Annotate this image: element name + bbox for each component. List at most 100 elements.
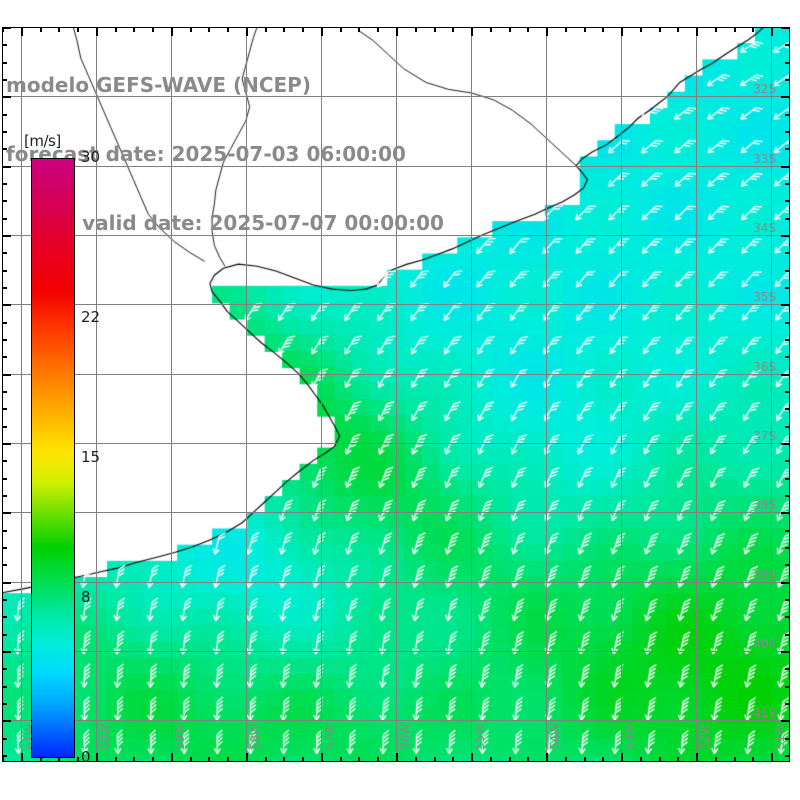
latitude-label: 40S [753,637,776,652]
latitude-label: 37S [753,429,776,444]
latitude-label: 41S [753,706,776,721]
x-axis-tick-top [208,27,210,32]
x-axis-tick-top [265,27,267,32]
graticule-parallel [2,374,790,375]
y-axis-tick [785,478,790,480]
y-axis-tick-left [2,512,11,514]
latitude-label: 39S [753,567,776,582]
x-axis-tick-top [640,27,642,32]
x-axis-tick-top [471,27,473,36]
y-axis-tick [785,599,790,601]
latitude-label: 36S [753,359,776,374]
y-axis-tick [785,616,790,618]
y-axis-tick [781,443,790,445]
y-axis-tick [785,634,790,636]
y-axis-tick-left [2,218,7,220]
y-axis-tick [781,651,790,653]
graticule-parallel [2,235,790,236]
x-axis-tick [415,757,417,762]
y-axis-tick [785,218,790,220]
y-axis-tick-left [2,564,7,566]
colorbar-tick-label: 15 [81,448,101,466]
y-axis-tick-left [2,252,7,254]
latitude-label: 32S [753,82,776,97]
y-axis-tick-left [2,374,11,376]
colorbar-tick-label: 22 [81,308,101,326]
x-axis-tick-top [396,27,398,36]
x-axis-tick [377,757,379,762]
y-axis-tick-left [2,408,7,410]
x-axis-tick-top [152,27,154,32]
longitude-label: 58W [247,724,262,750]
x-axis-tick [546,753,548,762]
graticule-meridian [96,27,97,762]
x-axis-tick-top [546,27,548,36]
x-axis-tick [321,753,323,762]
longitude-label: 60W [97,724,112,750]
y-axis-tick-left [2,460,7,462]
graticule-meridian [771,27,772,762]
x-axis-tick [640,757,642,762]
y-axis-tick [785,530,790,532]
x-axis-tick-top [696,27,698,36]
x-axis-tick-top [415,27,417,32]
x-axis-tick-top [715,27,717,32]
x-axis-tick [752,757,754,762]
x-axis-tick [434,757,436,762]
y-axis-tick [781,374,790,376]
y-axis-tick [785,495,790,497]
x-axis-tick [283,757,285,762]
y-axis-tick-left [2,96,11,98]
y-axis-tick-left [2,668,7,670]
y-axis-tick-left [2,443,11,445]
x-axis-tick [190,757,192,762]
x-axis-tick-top [77,27,79,32]
y-axis-tick [785,148,790,150]
x-axis-tick-top [584,27,586,32]
y-axis-tick-left [2,148,7,150]
colorbar-unit-label: [m/s] [24,132,61,150]
x-axis-tick [2,757,4,762]
x-axis-tick [659,757,661,762]
x-axis-tick [490,757,492,762]
x-axis-tick [208,757,210,762]
y-axis-tick-left [2,391,7,393]
y-axis-tick-left [2,287,7,289]
x-axis-tick-top [659,27,661,32]
x-axis-tick [358,757,360,762]
y-axis-tick-left [2,339,7,341]
x-axis-tick-top [171,27,173,36]
y-axis-tick-left [2,582,11,584]
x-axis-tick [734,757,736,762]
x-axis-tick [246,753,248,762]
y-axis-tick [781,166,790,168]
y-axis-tick [785,686,790,688]
x-axis-tick-top [358,27,360,32]
x-axis-tick [677,757,679,762]
x-axis-tick [115,757,117,762]
y-axis-tick-left [2,356,7,358]
y-axis-tick-left [2,304,11,306]
x-axis-tick-top [96,27,98,36]
graticule-parallel [2,582,790,583]
x-axis-tick [40,757,42,762]
y-axis-tick [785,426,790,428]
y-axis-tick-left [2,131,7,133]
y-axis-tick [781,96,790,98]
graticule-meridian [621,27,622,762]
longitude-label: 56W [398,724,412,750]
y-axis-tick [785,114,790,116]
y-axis-tick-left [2,114,7,116]
y-axis-tick-left [2,426,7,428]
x-axis-tick [133,757,135,762]
x-axis-tick [58,757,60,762]
x-axis-tick-top [771,27,773,36]
x-axis-tick-top [752,27,754,32]
x-axis-tick-top [283,27,285,32]
colorbar-tick-label: 8 [81,588,91,606]
x-axis-tick-top [190,27,192,32]
x-axis-tick [21,753,23,762]
y-axis-tick-left [2,495,7,497]
x-axis-tick-top [302,27,304,32]
x-axis-tick [96,753,98,762]
